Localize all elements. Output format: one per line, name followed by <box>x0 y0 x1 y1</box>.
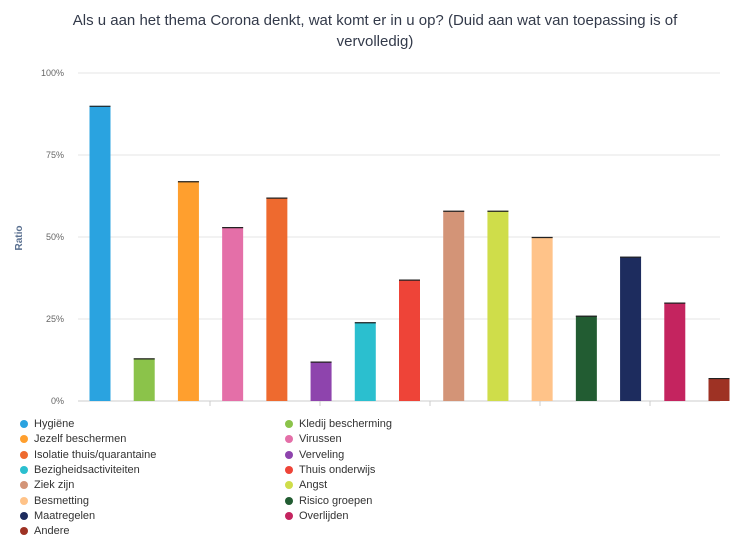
bar[interactable] <box>620 256 642 401</box>
bar[interactable] <box>310 361 332 401</box>
legend-marker <box>285 481 293 490</box>
chart-title: Als u aan het thema Corona denkt, wat ko… <box>72 12 678 50</box>
legend-marker <box>285 420 293 428</box>
bar[interactable] <box>399 279 420 401</box>
y-axis: 0% 25% 50% 75% 100% <box>41 68 651 406</box>
bar[interactable] <box>531 237 553 401</box>
legend-label: Andere <box>34 525 70 536</box>
legend-marker <box>20 481 28 490</box>
legend-marker <box>285 450 293 459</box>
bar[interactable] <box>266 197 288 401</box>
legend-label: Ziek zijn <box>34 479 75 492</box>
legend-item[interactable]: Overlijden <box>285 510 349 522</box>
legend-item[interactable]: Ziek zijn <box>20 479 74 491</box>
legend-marker <box>20 465 28 474</box>
legend-label: Jezelf beschermen <box>34 433 127 446</box>
bar[interactable] <box>133 358 155 401</box>
legend-item[interactable]: Andere <box>20 525 69 536</box>
legend-item[interactable]: Virussen <box>285 433 342 445</box>
legend-item[interactable]: Maatregelen <box>20 510 95 522</box>
legend-item[interactable]: Risico groepen <box>285 495 372 507</box>
legend-label: Hygiëne <box>34 418 75 430</box>
bar[interactable] <box>708 378 730 401</box>
legend-item[interactable]: Thuis onderwijs <box>285 464 375 476</box>
legend-label: Maatregelen <box>34 509 96 522</box>
legend: Hygiëne Kledij bescherming Jezelf bescherm… <box>20 418 720 536</box>
legend-label: Angst <box>299 479 328 492</box>
legend-marker <box>20 527 28 536</box>
legend-item[interactable]: Kledij bescherming <box>285 418 392 430</box>
legend-marker <box>285 465 293 474</box>
legend-marker <box>20 420 28 428</box>
legend-label: Risico groepen <box>299 494 373 507</box>
legend-label: Bezigheidsactiviteiten <box>34 463 140 476</box>
legend-marker <box>20 511 28 520</box>
y-tick-label: 100% <box>41 68 64 78</box>
legend-label: Thuis onderwijs <box>299 463 376 476</box>
bar[interactable] <box>89 105 111 402</box>
legend-marker <box>20 435 28 444</box>
legend-label: Overlijden <box>299 509 349 522</box>
legend-item[interactable]: Isolatie thuis/quarantaine <box>20 449 156 461</box>
legend-item[interactable]: Verveling <box>285 449 344 461</box>
legend-label: Isolatie thuis/quarantaine <box>34 448 157 461</box>
legend-marker <box>20 450 28 459</box>
legend-marker <box>285 496 293 505</box>
legend-marker <box>285 435 293 444</box>
legend-label: Besmetting <box>34 494 90 507</box>
legend-marker <box>20 496 28 505</box>
y-tick-label: 75% <box>46 150 64 160</box>
bar[interactable] <box>177 181 199 401</box>
bar[interactable] <box>443 210 465 401</box>
bars <box>89 105 730 402</box>
y-tick-label: 0% <box>51 396 64 406</box>
legend-item[interactable]: Angst <box>285 479 327 491</box>
y-tick-label: 25% <box>46 314 64 324</box>
bar[interactable] <box>354 322 376 401</box>
bar[interactable] <box>575 315 597 401</box>
legend-label: Verveling <box>299 448 345 461</box>
bar[interactable] <box>664 302 686 401</box>
bar[interactable] <box>222 227 244 401</box>
y-tick-label: 50% <box>46 232 64 242</box>
legend-item[interactable]: Besmetting <box>20 495 89 507</box>
legend-label: Kledij bescherming <box>299 418 392 430</box>
legend-marker <box>285 511 293 520</box>
legend-label: Virussen <box>299 433 342 446</box>
legend-item[interactable]: Hygiëne <box>20 418 74 430</box>
y-axis-label: Ratio <box>14 226 25 251</box>
bar[interactable] <box>487 210 509 401</box>
legend-item[interactable]: Bezigheidsactiviteiten <box>20 464 140 476</box>
legend-item[interactable]: Jezelf beschermen <box>20 433 126 445</box>
bar-chart: 0% 25% 50% 75% 100% Ratio <box>14 68 730 406</box>
